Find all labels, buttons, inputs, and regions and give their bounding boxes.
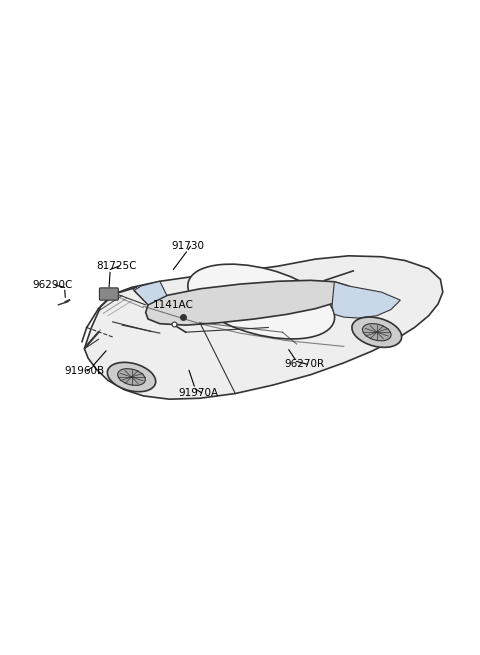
Text: 91960B: 91960B xyxy=(64,366,105,376)
Text: 91730: 91730 xyxy=(172,242,204,252)
Text: 81725C: 81725C xyxy=(96,261,137,271)
PathPatch shape xyxy=(145,280,348,325)
Ellipse shape xyxy=(108,362,156,392)
Text: 1141AC: 1141AC xyxy=(153,300,193,310)
PathPatch shape xyxy=(332,282,400,318)
Text: 91970A: 91970A xyxy=(179,388,219,398)
PathPatch shape xyxy=(84,256,443,399)
Ellipse shape xyxy=(188,264,335,339)
FancyBboxPatch shape xyxy=(99,288,118,300)
PathPatch shape xyxy=(134,281,167,305)
Text: 96270R: 96270R xyxy=(285,360,325,369)
Ellipse shape xyxy=(362,324,391,341)
Text: 96290C: 96290C xyxy=(33,280,73,290)
Ellipse shape xyxy=(118,369,145,385)
Ellipse shape xyxy=(352,317,402,347)
